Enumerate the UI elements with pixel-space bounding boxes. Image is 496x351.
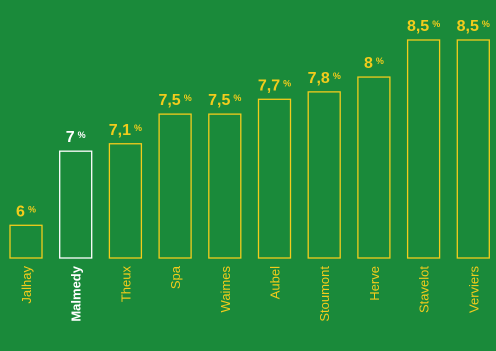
category-label-verviers: Verviers (466, 266, 481, 313)
bar-stoumont (307, 91, 341, 259)
value-label-aubel: 7,7% (258, 77, 291, 94)
category-label-malmedy: Malmedy (69, 265, 84, 321)
category-label-jalhay: Jalhay (19, 266, 34, 304)
bar-stavelot (406, 39, 441, 259)
category-label-theux: Theux (118, 266, 133, 303)
bar-spa (158, 113, 192, 259)
category-label-waimes: Waimes (218, 266, 233, 313)
value-label-waimes: 7,5% (208, 92, 241, 109)
category-label-spa: Spa (168, 265, 183, 289)
category-label-stoumont: Stoumont (317, 266, 332, 322)
value-label-spa: 7,5% (158, 92, 191, 109)
category-label-herve: Herve (367, 266, 382, 301)
value-label-stoumont: 7,8% (308, 70, 341, 87)
value-label-theux: 7,1% (109, 122, 142, 139)
bar-verviers (456, 39, 490, 259)
bar-herve (357, 76, 391, 259)
value-label-jalhay: 6% (16, 203, 36, 220)
bar-theux (108, 143, 143, 259)
bar-malmedy (59, 150, 93, 259)
category-label-aubel: Aubel (268, 266, 283, 299)
value-label-verviers: 8,5% (457, 18, 490, 35)
category-label-stavelot: Stavelot (417, 266, 432, 313)
value-label-herve: 8% (364, 55, 384, 72)
value-label-stavelot: 8,5% (407, 18, 440, 35)
value-label-malmedy: 7% (66, 129, 86, 146)
bar-waimes (208, 113, 242, 259)
bar-aubel (257, 98, 292, 259)
bar-jalhay (9, 224, 43, 259)
